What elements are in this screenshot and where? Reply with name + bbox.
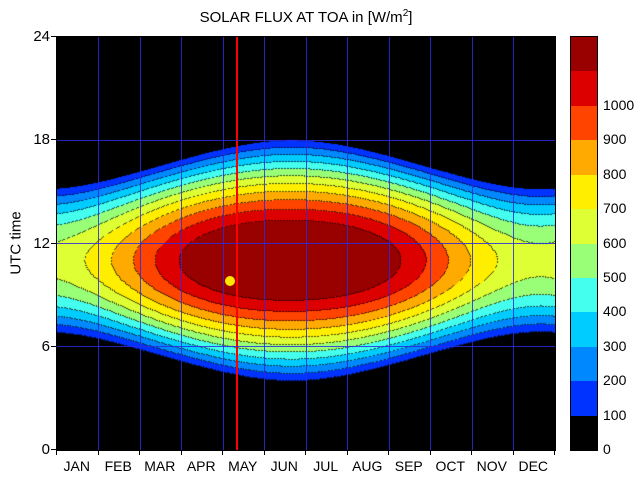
colorbar-band [571,277,597,313]
plot-area [56,36,556,451]
x-tick-label: OCT [435,458,466,474]
x-tick-label: SEP [394,458,423,474]
x-tick-mark [222,451,223,455]
chart-title-suffix: ] [408,9,413,26]
colorbar-tick-label: 700 [603,200,627,217]
x-tick-mark [263,451,265,455]
y-tick-mark [51,242,56,244]
x-tick-mark [56,451,57,455]
x-tick-mark [305,451,306,455]
x-tick-label: AUG [352,458,383,474]
colorbar-band [571,346,597,382]
colorbar-tick-label: 100 [603,406,627,423]
x-tick-label: DEC [518,458,549,474]
x-tick-label: JUN [270,458,298,474]
y-tick-mark [51,449,56,450]
colorbar-tick-label: 400 [603,303,627,320]
y-tick-label: 6 [41,337,50,355]
x-tick-mark [554,451,555,455]
x-tick-label: JUL [313,458,339,474]
x-tick-label: APR [186,458,216,474]
x-tick-mark [180,451,182,455]
colorbar-tick-label: 200 [603,372,627,389]
x-tick-mark [512,451,514,455]
colorbar-tick-label: 900 [603,131,627,148]
y-tick-label: 0 [41,441,50,458]
colorbar-band [571,380,597,416]
time-marker-dot [225,276,236,287]
y-tick-mark [51,139,56,141]
colorbar-band [571,208,597,244]
x-tick-mark [429,451,431,455]
colorbar-band [571,415,597,450]
chart-title-text: SOLAR FLUX AT TOA in [W/m [199,9,403,26]
colorbar-tick-label: 300 [603,337,627,354]
x-tick-label: JAN [63,458,90,474]
colorbar-band [571,36,597,72]
x-tick-mark [346,451,348,455]
colorbar-band [571,311,597,347]
colorbar-tick-label: 1000 [603,96,635,113]
colorbar-band [571,105,597,141]
y-tick-mark [51,345,56,347]
colorbar-tick-label: 0 [603,441,611,457]
grid-line-horizontal [57,346,555,348]
x-tick-label: FEB [104,458,132,474]
colorbar-band [571,243,597,278]
y-tick-label: 18 [33,131,50,149]
colorbar-band [571,139,597,175]
y-tick-label: 12 [33,234,50,252]
x-tick-label: MAR [144,458,176,474]
grid-line-horizontal [57,139,555,141]
x-tick-mark [388,451,389,455]
y-tick-label: 24 [33,28,50,45]
y-tick-mark [51,36,56,37]
colorbar-band [571,174,597,210]
x-tick-label: NOV [476,458,507,474]
x-tick-mark [471,451,472,455]
colorbar-tick-label: 800 [603,165,627,182]
colorbar-tick-label: 600 [603,234,627,251]
x-tick-mark [139,451,140,455]
x-tick-mark [97,451,99,455]
grid-line-horizontal [57,243,555,244]
chart-title-superscript: 2 [402,8,409,19]
colorbar [570,36,598,451]
chart-title: SOLAR FLUX AT TOA in [W/m2] [56,8,556,26]
colorbar-tick-label: 500 [603,268,627,285]
y-axis-label: UTC time [7,211,25,275]
x-tick-label: MAY [228,458,258,474]
colorbar-band [571,70,597,106]
